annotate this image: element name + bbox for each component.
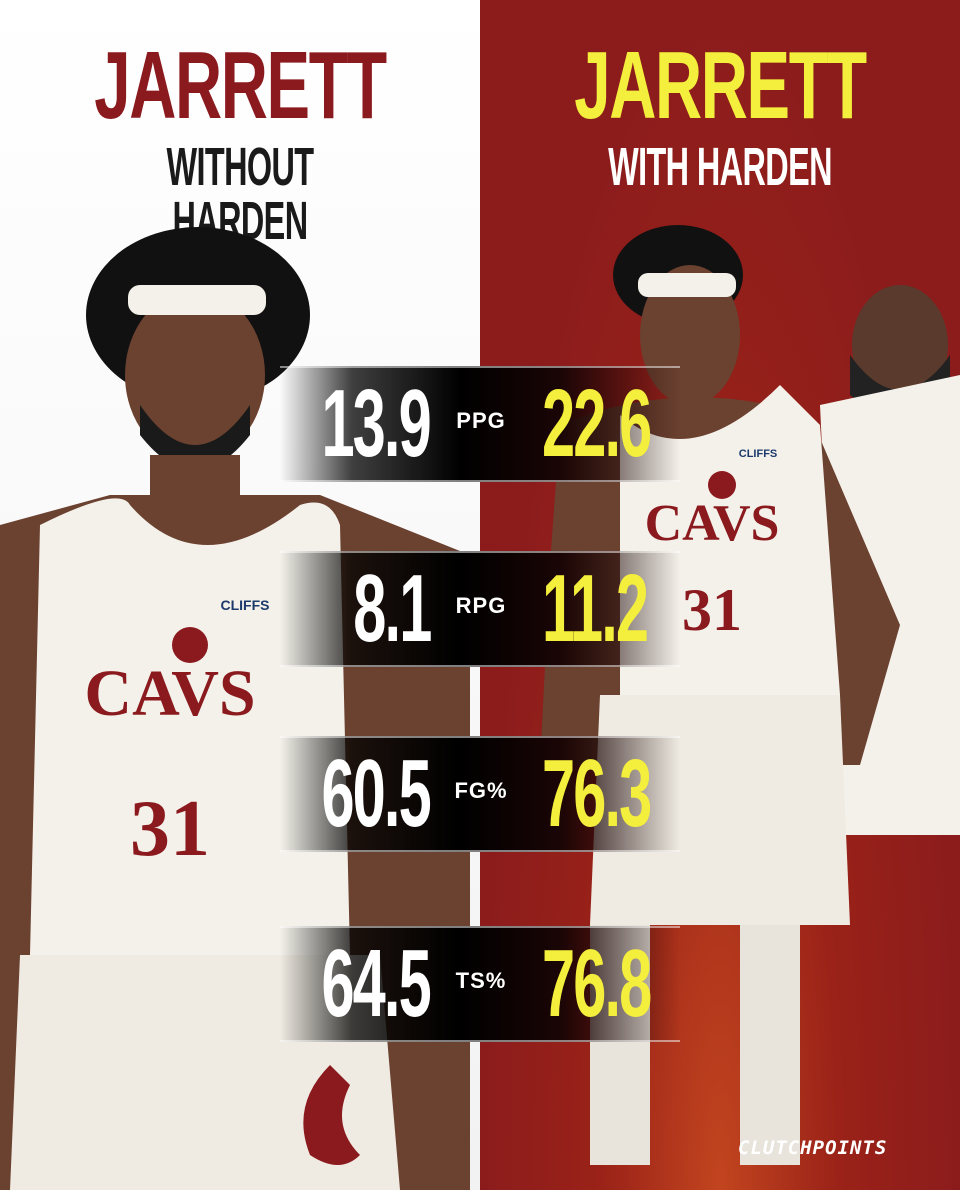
stat-with-value: 11.2 [542,555,649,662]
stat-label: RPG [455,593,507,618]
stat-without-value: 64.5 [321,930,432,1037]
right-title: JARRETT [574,32,867,139]
left-jersey-text: CAVS [84,657,255,730]
stat-with-value: 22.6 [542,370,652,477]
right-jersey-number: 31 [682,577,742,643]
clutchpoints-logo: CLUTCHPOINTS [738,1137,888,1159]
stat-label: FG% [454,778,508,803]
right-jersey-text: CAVS [645,495,780,552]
stat-row-rpg: 8.1 RPG 11.2 [280,551,680,667]
left-sponsor: CLIFFS [221,597,270,613]
stat-label: TS% [455,968,507,993]
stat-row-ts: 64.5 TS% 76.8 [280,926,680,1042]
stat-without-value: 8.1 [352,555,432,662]
left-jersey-number: 31 [130,785,210,873]
stat-with-value: 76.8 [542,930,652,1037]
stat-without-value: 13.9 [321,370,432,477]
stat-row-fg: 60.5 FG% 76.3 [280,736,680,852]
stat-row-ppg: 13.9 PPG 22.6 [280,366,680,482]
stat-with-value: 76.3 [542,740,652,847]
player-left-image: CAVS 31 CLIFFS [0,227,470,1190]
stat-label: PPG [456,408,506,433]
stat-without-value: 60.5 [321,740,432,847]
right-subtitle: WITH HARDEN [608,137,832,197]
left-title: JARRETT [94,32,387,139]
right-sponsor: CLIFFS [739,448,778,460]
